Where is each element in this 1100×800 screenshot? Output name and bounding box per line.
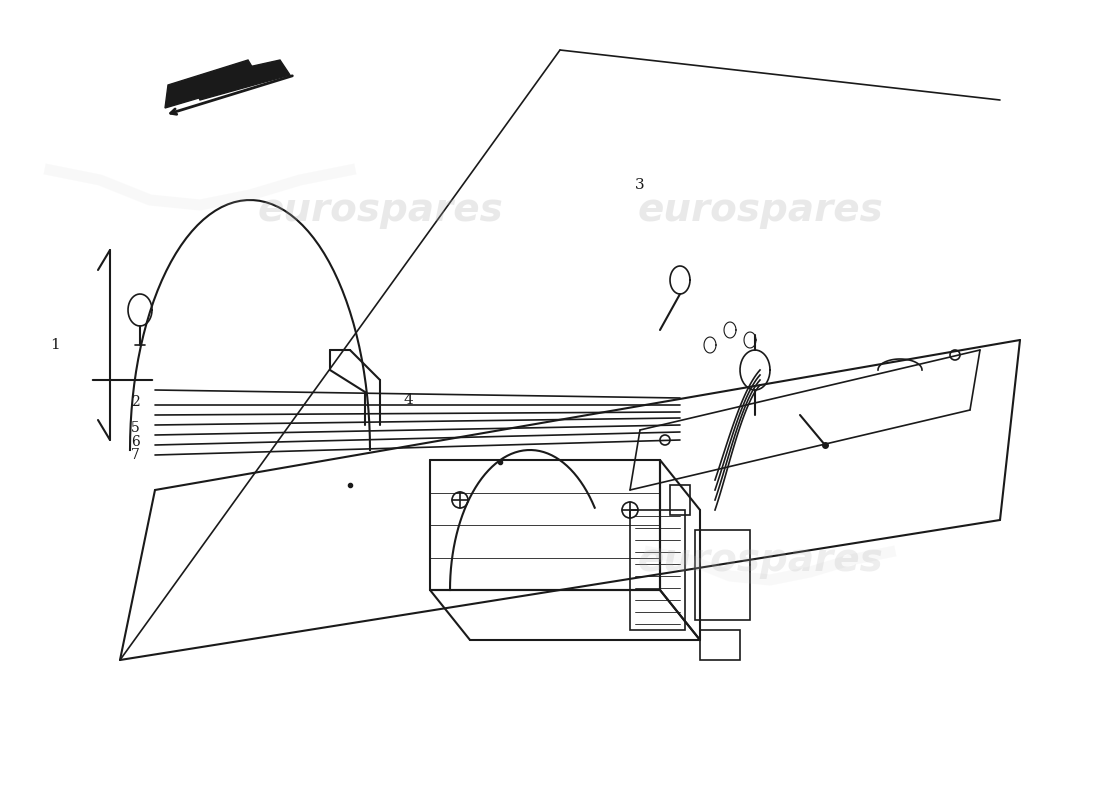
- Text: eurospares: eurospares: [257, 191, 503, 229]
- Text: 3: 3: [635, 178, 645, 192]
- Text: 7: 7: [131, 448, 140, 462]
- Text: eurospares: eurospares: [637, 191, 883, 229]
- Polygon shape: [165, 60, 260, 108]
- Text: 2: 2: [131, 395, 140, 409]
- Text: 4: 4: [403, 393, 412, 407]
- Text: eurospares: eurospares: [637, 541, 883, 579]
- Text: 5: 5: [131, 421, 140, 435]
- Bar: [700, 630, 740, 660]
- Bar: [630, 510, 685, 630]
- Bar: [670, 485, 690, 515]
- Text: 6: 6: [131, 435, 140, 449]
- Polygon shape: [190, 60, 290, 100]
- Text: 1: 1: [51, 338, 59, 352]
- Bar: [695, 530, 750, 620]
